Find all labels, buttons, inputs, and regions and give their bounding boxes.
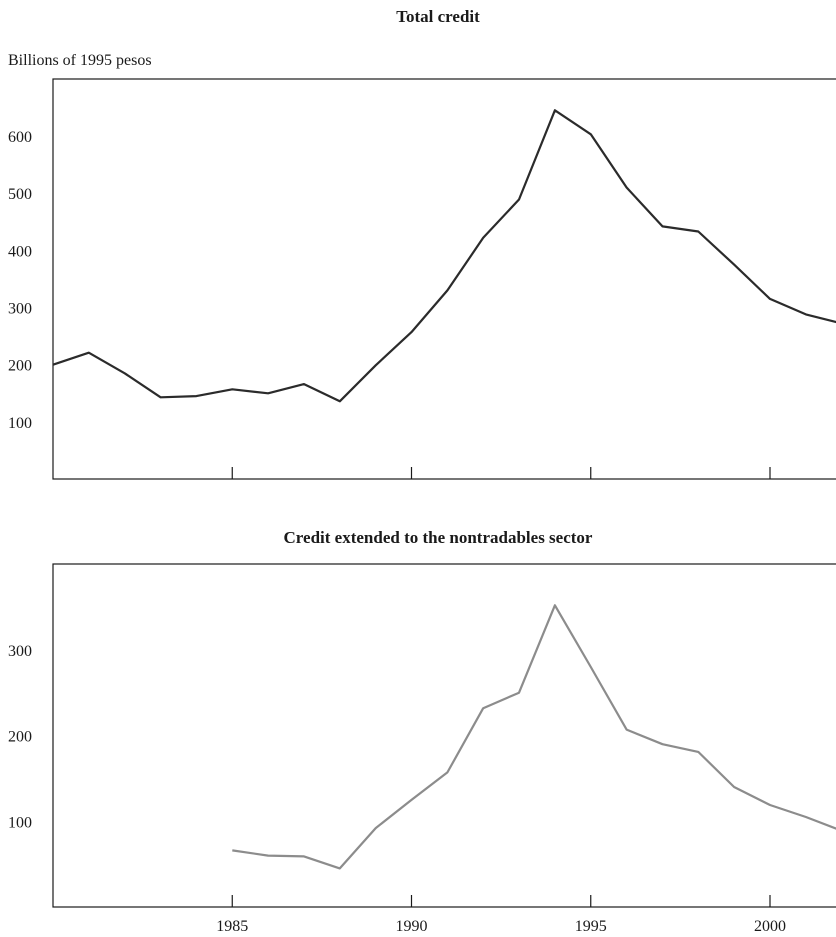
- total-credit-y-tick-label: 500: [8, 186, 32, 203]
- nontradables-x-tick-label: 1990: [396, 918, 428, 935]
- total-credit-x-axis: [231, 467, 771, 479]
- nontradables-y-tick-label: 200: [8, 729, 32, 746]
- total-credit-title: Total credit: [396, 7, 480, 26]
- nontradables-y-axis: 100 200 300: [8, 643, 32, 831]
- nontradables-y-tick-label: 100: [8, 814, 32, 831]
- total-credit-plot-frame: [52, 78, 836, 480]
- total-credit-y-tick-label: 600: [8, 129, 32, 146]
- nontradables-panel: Credit extended to the nontradables sect…: [8, 528, 836, 935]
- nontradables-plot-frame: [52, 563, 836, 908]
- nontradables-series-group: [232, 604, 836, 870]
- total-credit-ylabel: Billions of 1995 pesos: [8, 52, 152, 69]
- total-credit-panel: Total credit Billions of 1995 pesos 100 2…: [8, 7, 836, 480]
- nontradables-y-tick-label: 300: [8, 643, 32, 660]
- nontradables-x-tick-label: 1985: [216, 918, 248, 935]
- total-credit-y-tick-label: 400: [8, 243, 32, 260]
- nontradables-title: Credit extended to the nontradables sect…: [284, 528, 593, 547]
- total-credit-y-axis: 100 200 300 400 500 600: [8, 129, 32, 432]
- total-credit-y-tick-label: 300: [8, 301, 32, 318]
- nontradables-x-tick-label: 2000: [754, 918, 786, 935]
- nontradables-x-axis: 1985 1990 1995 2000: [216, 895, 786, 935]
- total-credit-y-tick-label: 100: [8, 415, 32, 432]
- nontradables-series-line: [232, 604, 836, 870]
- nontradables-x-tick-label: 1995: [575, 918, 607, 935]
- total-credit-y-tick-label: 200: [8, 358, 32, 375]
- total-credit-series-group: [52, 109, 836, 403]
- total-credit-series-line: [52, 109, 836, 403]
